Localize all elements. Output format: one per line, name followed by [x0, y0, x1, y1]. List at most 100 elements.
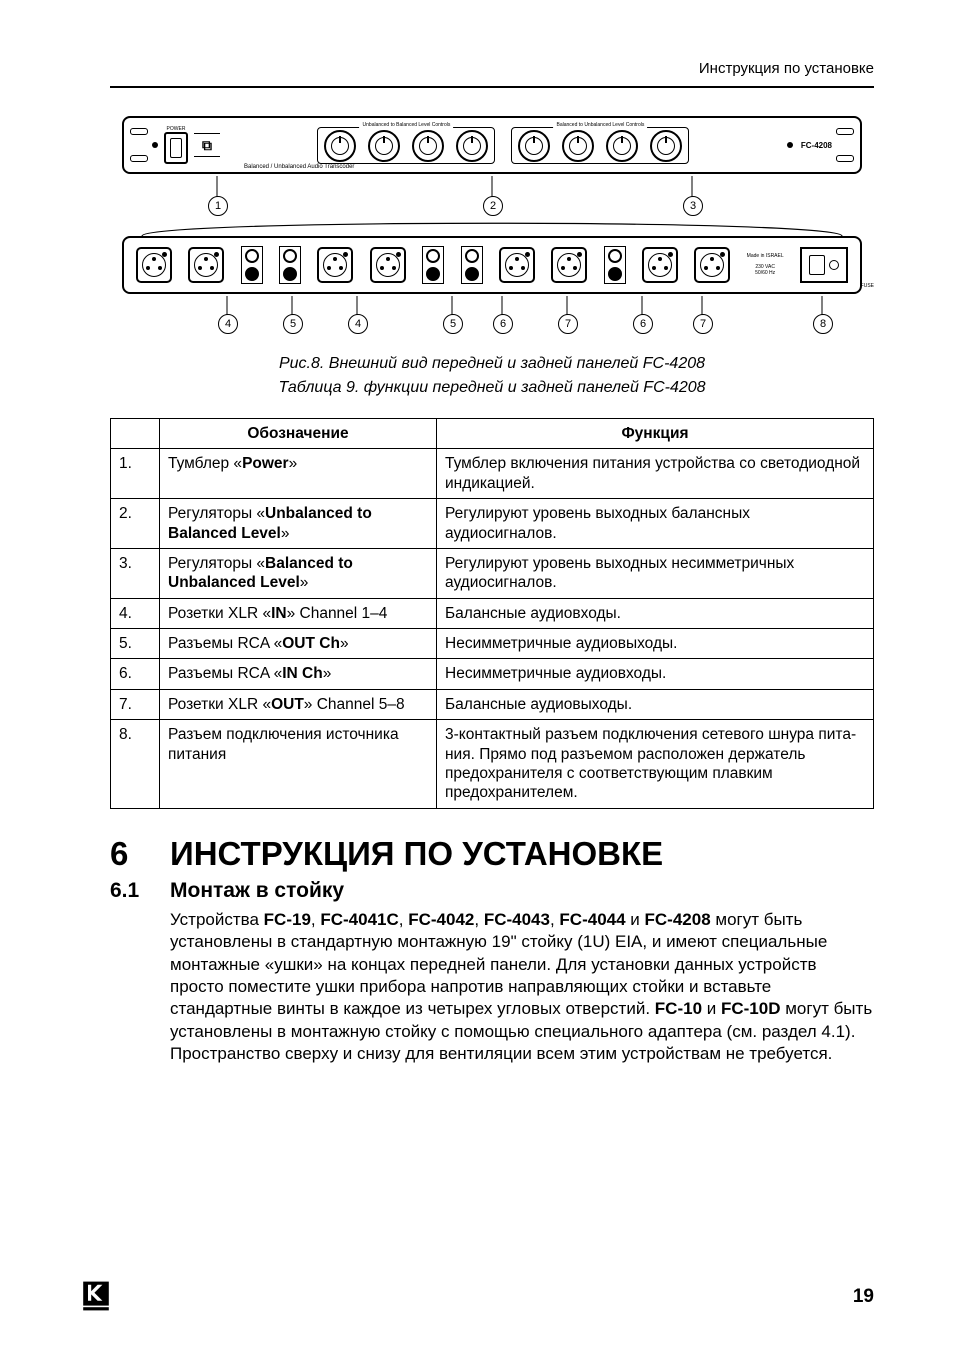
- row-function: Тумблер включения питания устройства со …: [437, 449, 874, 499]
- fuse-holder: FUSE: [800, 247, 848, 283]
- row-function: Балансные аудиовыходы.: [437, 689, 874, 719]
- section-number: 6: [110, 835, 170, 873]
- callout-number: 5: [283, 314, 303, 334]
- callout-row-bottom: 4 5 4 5 6 7 6 7 8: [122, 296, 862, 332]
- table-header-function: Функция: [437, 419, 874, 449]
- xlr-in: [317, 247, 353, 283]
- callout-number: 3: [683, 196, 703, 216]
- brand-logo: ⧉: [194, 133, 220, 157]
- knob: [518, 130, 550, 162]
- row-function: Несимметричные аудиовыходы.: [437, 629, 874, 659]
- page-number: 19: [853, 1286, 874, 1308]
- row-number: 2.: [111, 499, 160, 549]
- rca-in: [604, 246, 626, 284]
- device-diagram: POWER ⧉ Unbalanced to Balanced Level Con…: [122, 116, 862, 332]
- row-function: Регулируют уровень выходных балансных ау…: [437, 499, 874, 549]
- row-designation: Розетки XLR «OUT» Channel 5–8: [160, 689, 437, 719]
- table-row: 4. Розетки XLR «IN» Channel 1–4 Балансны…: [111, 598, 874, 628]
- callout-number: 5: [443, 314, 463, 334]
- knob: [412, 130, 444, 162]
- figure-caption: Рис.8. Внешний вид передней и задней пан…: [110, 352, 874, 376]
- figure-captions: Рис.8. Внешний вид передней и задней пан…: [110, 352, 874, 400]
- rca-in: [461, 246, 483, 284]
- callout-number: 7: [693, 314, 713, 334]
- knob: [606, 130, 638, 162]
- xlr-out: [551, 247, 587, 283]
- xlr-out: [642, 247, 678, 283]
- rear-panel: Made in ISRAEL 230 VAC 50/60 Hz FUSE: [122, 236, 862, 294]
- section-title: ИНСТРУКЦИЯ ПО УСТАНОВКЕ: [170, 835, 663, 872]
- power-led: [152, 142, 158, 148]
- front-panel: POWER ⧉ Unbalanced to Balanced Level Con…: [122, 116, 862, 174]
- rack-ear-right: [838, 118, 852, 172]
- model-label: FC-4208: [801, 141, 832, 150]
- table-row: 1. Тумблер «Power» Тумблер включения пит…: [111, 449, 874, 499]
- subsection-title: Монтаж в стойку: [170, 879, 344, 902]
- knob: [324, 130, 356, 162]
- row-designation: Разъемы RCA «OUT Ch»: [160, 629, 437, 659]
- brand-logo-footer: [80, 1278, 112, 1314]
- row-number: 4.: [111, 598, 160, 628]
- knob: [368, 130, 400, 162]
- xlr-out: [499, 247, 535, 283]
- table-row: 3. Регуляторы «Balanced to Unbalanced Le…: [111, 548, 874, 598]
- callout-number: 1: [208, 196, 228, 216]
- section-heading: 6ИНСТРУКЦИЯ ПО УСТАНОВКЕ: [110, 835, 874, 873]
- header-text: Инструкция по установке: [699, 60, 874, 77]
- callout-row-top: 1 2 3: [122, 176, 862, 214]
- row-function: Регулируют уровень выходных несимметричн…: [437, 548, 874, 598]
- row-designation: Розетки XLR «IN» Channel 1–4: [160, 598, 437, 628]
- spec-table: Обозначение Функция 1. Тумблер «Power» Т…: [110, 418, 874, 809]
- callout-number: 4: [218, 314, 238, 334]
- table-row: 2. Регуляторы «Unbalanced to Balanced Le…: [111, 499, 874, 549]
- row-designation: Разъемы RCA «IN Ch»: [160, 659, 437, 689]
- subsection-number: 6.1: [110, 879, 170, 903]
- xlr-in: [136, 247, 172, 283]
- knob: [562, 130, 594, 162]
- body-paragraph: Устройства FC-19, FC-4041C, FC-4042, FC-…: [170, 909, 874, 1066]
- knob-group-right: Balanced to Unbalanced Level Controls: [511, 127, 689, 164]
- row-number: 3.: [111, 548, 160, 598]
- rca-out: [422, 246, 444, 284]
- table-row: 8. Разъем подключения источника питания …: [111, 720, 874, 809]
- row-designation: Тумблер «Power»: [160, 449, 437, 499]
- callout-number: 6: [493, 314, 513, 334]
- row-function: Несимметричные аудиовходы.: [437, 659, 874, 689]
- xlr-out: [694, 247, 730, 283]
- row-number: 6.: [111, 659, 160, 689]
- row-designation: Регуляторы «Balanced to Unbalanced Level…: [160, 548, 437, 598]
- rca-out: [241, 246, 263, 284]
- row-function: Балансные аудиовходы.: [437, 598, 874, 628]
- xlr-in: [370, 247, 406, 283]
- knob-group-left: Unbalanced to Balanced Level Controls: [317, 127, 495, 164]
- panel-subtitle: Balanced / Unbalanced Audio Transcoder: [244, 164, 354, 170]
- rack-ear-left: [132, 118, 146, 172]
- xlr-in: [188, 247, 224, 283]
- subsection-heading: 6.1Монтаж в стойку: [110, 879, 874, 903]
- knob: [456, 130, 488, 162]
- row-designation: Регуляторы «Unbalanced to Balanced Level…: [160, 499, 437, 549]
- callout-number: 4: [348, 314, 368, 334]
- made-in-label: Made in ISRAEL 230 VAC 50/60 Hz: [747, 254, 784, 277]
- callout-number: 7: [558, 314, 578, 334]
- page-header: Инструкция по установке: [110, 60, 874, 88]
- table-row: 7. Розетки XLR «OUT» Channel 5–8 Балансн…: [111, 689, 874, 719]
- status-led: [787, 142, 793, 148]
- row-function: 3-контактный разъем подключения сетевого…: [437, 720, 874, 809]
- callout-number: 6: [633, 314, 653, 334]
- power-switch: [164, 132, 188, 164]
- table-header-empty: [111, 419, 160, 449]
- power-block: POWER ⧉: [152, 126, 220, 164]
- row-number: 5.: [111, 629, 160, 659]
- rca-out: [279, 246, 301, 284]
- knob: [650, 130, 682, 162]
- row-number: 7.: [111, 689, 160, 719]
- callout-number: 2: [483, 196, 503, 216]
- table-row: 5. Разъемы RCA «OUT Ch» Несимметричные а…: [111, 629, 874, 659]
- callout-number: 8: [813, 314, 833, 334]
- row-number: 8.: [111, 720, 160, 809]
- table-caption: Таблица 9. функции передней и задней пан…: [110, 376, 874, 400]
- row-designation: Разъем подключения источника питания: [160, 720, 437, 809]
- table-row: 6. Разъемы RCA «IN Ch» Несимметричные ау…: [111, 659, 874, 689]
- table-header-designation: Обозначение: [160, 419, 437, 449]
